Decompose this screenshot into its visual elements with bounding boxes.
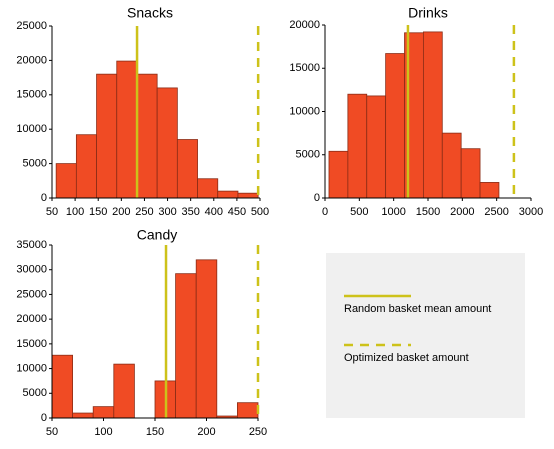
bar [236, 402, 259, 419]
y-tick-label: 20000 [16, 313, 47, 325]
y-tick-label: 20000 [289, 19, 320, 31]
bar [347, 93, 368, 199]
y-tick-label: 25000 [16, 20, 47, 32]
bar [195, 259, 218, 419]
bar [72, 412, 94, 419]
y-tick-label: 25000 [16, 288, 47, 300]
x-tick-label: 200 [197, 426, 215, 438]
y-tick-label: 35000 [16, 239, 47, 251]
bar [366, 95, 387, 199]
bar [217, 190, 239, 199]
bar [197, 178, 219, 199]
y-tick-label: 20000 [16, 54, 47, 66]
y-tick-label: 5000 [296, 149, 320, 161]
bar [176, 139, 198, 199]
x-tick-label: 150 [146, 426, 164, 438]
y-tick-label: 10000 [16, 362, 47, 374]
y-tick-label: 10000 [16, 123, 47, 135]
x-tick-label: 450 [228, 206, 246, 218]
x-tick-label: 2500 [484, 206, 508, 218]
x-tick-label: 50 [46, 206, 58, 218]
bar [75, 134, 97, 199]
chart-title: Candy [137, 227, 177, 243]
chart-title: Snacks [127, 5, 173, 21]
x-tick-label: 500 [251, 206, 269, 218]
x-tick-label: 3000 [519, 206, 543, 218]
legend-label: Optimized basket amount [344, 352, 469, 364]
bar [96, 73, 118, 199]
y-tick-label: 10000 [289, 105, 320, 117]
x-tick-label: 150 [89, 206, 107, 218]
bar [55, 163, 77, 199]
y-tick-label: 15000 [16, 338, 47, 350]
y-tick-label: 0 [314, 192, 320, 204]
bar [175, 273, 197, 419]
x-tick-label: 0 [322, 206, 328, 218]
legend-label: Random basket mean amount [344, 303, 491, 315]
y-tick-label: 5000 [23, 158, 47, 170]
bar [51, 354, 74, 419]
x-tick-label: 100 [94, 426, 112, 438]
y-tick-label: 15000 [16, 89, 47, 101]
x-tick-label: 250 [249, 426, 267, 438]
y-tick-label: 0 [41, 412, 47, 424]
bar [479, 182, 500, 199]
y-tick-label: 0 [41, 192, 47, 204]
x-tick-label: 1500 [416, 206, 440, 218]
y-tick-label: 30000 [16, 264, 47, 276]
bar [136, 73, 158, 199]
y-tick-label: 5000 [23, 387, 47, 399]
bar [385, 53, 405, 199]
chart-title: Drinks [408, 5, 448, 21]
bar [422, 31, 443, 199]
x-tick-label: 100 [66, 206, 84, 218]
x-tick-label: 300 [158, 206, 176, 218]
bar [328, 150, 349, 199]
y-tick-label: 15000 [289, 62, 320, 74]
x-tick-label: 250 [135, 206, 153, 218]
bar [460, 148, 481, 199]
bar [156, 87, 178, 199]
bar [441, 132, 462, 199]
x-tick-label: 50 [46, 426, 58, 438]
bar [116, 60, 138, 199]
x-tick-label: 200 [112, 206, 130, 218]
bar [237, 192, 259, 199]
x-tick-label: 350 [181, 206, 199, 218]
x-tick-label: 400 [205, 206, 223, 218]
x-tick-label: 2000 [450, 206, 474, 218]
bar [113, 363, 135, 419]
bar [92, 406, 115, 419]
legend-box [326, 253, 525, 418]
x-tick-label: 500 [350, 206, 368, 218]
x-tick-label: 1000 [381, 206, 405, 218]
